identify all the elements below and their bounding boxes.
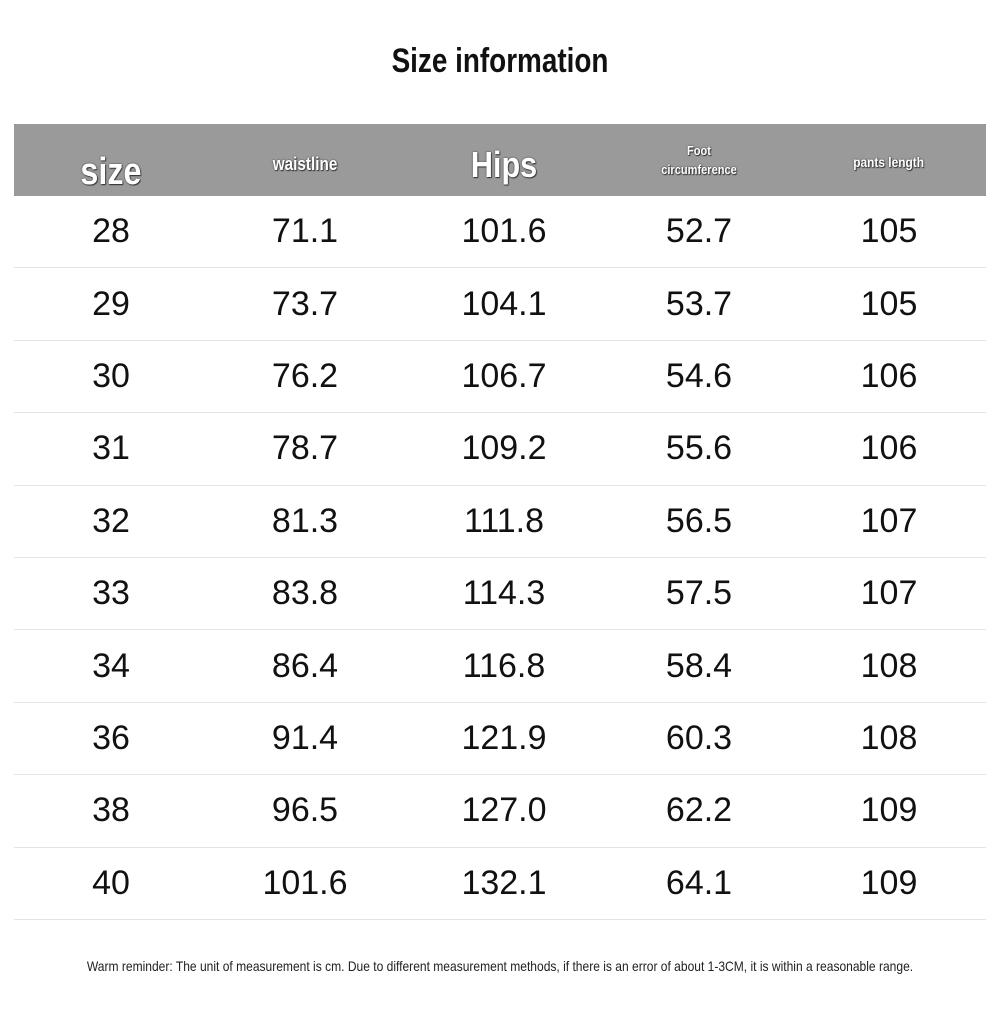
table-cell: 83.8	[271, 574, 339, 613]
table-cell: 34	[92, 646, 130, 685]
table-cell: 31	[92, 429, 130, 468]
table-cell: 54.6	[665, 356, 733, 395]
table-cell: 109	[860, 863, 918, 902]
table-cell: 96.5	[271, 791, 339, 830]
table-cell: 109	[860, 791, 918, 830]
table-cell: 71.1	[271, 212, 339, 251]
table-cell: 53.7	[665, 284, 733, 323]
footer-note: Warm reminder: The unit of measurement i…	[86, 958, 914, 974]
table-cell: 73.7	[271, 284, 339, 323]
column-header: Foot circumference	[606, 124, 792, 196]
table-row: 30 76.2 106.7 54.6 106	[14, 341, 986, 414]
table-cell: 40	[92, 863, 130, 902]
table-cell: 29	[92, 284, 130, 323]
table-cell: 101.6	[262, 863, 348, 902]
table-row: 40 101.6 132.1 64.1 109	[14, 848, 986, 920]
table-cell: 62.2	[665, 791, 733, 830]
column-header: pants length	[792, 124, 986, 196]
column-header-text: waistline	[272, 153, 338, 174]
table-cell: 101.6	[461, 212, 547, 251]
table-cell: 58.4	[665, 646, 733, 685]
table-row: 31 78.7 109.2 55.6 106	[14, 413, 986, 486]
title: Size information	[391, 42, 609, 80]
column-header: waistline	[208, 124, 402, 196]
table-cell: 28	[92, 212, 130, 251]
table-cell: 56.5	[665, 501, 733, 540]
table-cell: 55.6	[665, 429, 733, 468]
table-cell: 106	[860, 429, 918, 468]
size-table: size waistline Hips Foot circumference pants…	[14, 124, 986, 920]
table-row: 36 91.4 121.9 60.3 108	[14, 703, 986, 776]
table-cell: 116.8	[462, 646, 546, 685]
table-cell: 108	[860, 718, 918, 757]
table-cell: 57.5	[665, 574, 733, 613]
table-cell: 33	[92, 574, 130, 613]
column-header-text: pants length	[853, 154, 925, 170]
table-cell: 76.2	[271, 356, 339, 395]
table-body: 28 71.1 101.6 52.7 105 29 73.7 104.1 53.7 105 30 76…	[14, 196, 986, 920]
table-row: 34 86.4 116.8 58.4 108	[14, 630, 986, 703]
table-cell: 107	[860, 574, 918, 613]
table-row: 28 71.1 101.6 52.7 105	[14, 196, 986, 269]
table-cell: 81.3	[271, 501, 339, 540]
table-cell: 109.2	[461, 429, 547, 468]
table-cell: 78.7	[271, 429, 339, 468]
table-cell: 30	[92, 356, 130, 395]
table-cell: 114.3	[462, 574, 546, 613]
table-cell: 36	[92, 718, 130, 757]
table-cell: 105	[860, 212, 918, 251]
table-cell: 52.7	[665, 212, 733, 251]
column-header-text: size	[80, 150, 142, 193]
table-cell: 132.1	[461, 863, 547, 902]
table-cell: 127.0	[461, 791, 547, 830]
table-cell: 38	[92, 791, 130, 830]
column-header-text: Foot circumference	[661, 143, 737, 177]
table-cell: 111.8	[463, 501, 545, 540]
table-cell: 105	[860, 284, 918, 323]
table-cell: 32	[92, 501, 130, 540]
column-header: size	[14, 124, 208, 196]
table-row: 38 96.5 127.0 62.2 109	[14, 775, 986, 848]
table-cell: 108	[860, 646, 918, 685]
table-cell: 106	[860, 356, 918, 395]
table-row: 32 81.3 111.8 56.5 107	[14, 486, 986, 558]
column-header-text: Hips	[470, 144, 538, 185]
table-cell: 121.9	[461, 718, 547, 757]
table-cell: 106.7	[461, 356, 547, 395]
table-cell: 104.1	[461, 284, 547, 323]
table-cell: 86.4	[271, 646, 339, 685]
table-row: 29 73.7 104.1 53.7 105	[14, 268, 986, 341]
table-cell: 91.4	[271, 718, 339, 757]
column-header: Hips	[402, 124, 606, 196]
table-header: size waistline Hips Foot circumference pants…	[14, 124, 986, 196]
table-cell: 60.3	[665, 718, 733, 757]
table-row: 33 83.8 114.3 57.5 107	[14, 558, 986, 631]
table-cell: 64.1	[665, 863, 733, 902]
table-cell: 107	[860, 501, 918, 540]
